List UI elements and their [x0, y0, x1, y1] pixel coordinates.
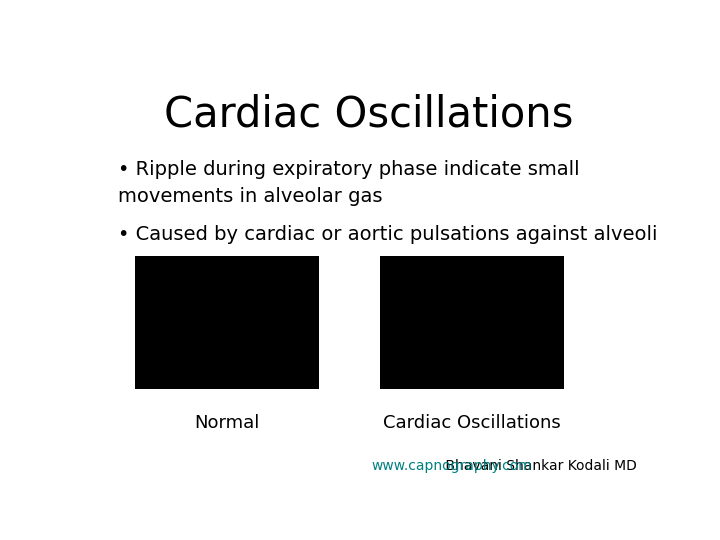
- FancyBboxPatch shape: [135, 256, 319, 389]
- Text: • Ripple during expiratory phase indicate small
movements in alveolar gas: • Ripple during expiratory phase indicat…: [118, 160, 580, 206]
- Text: • Caused by cardiac or aortic pulsations against alveoli: • Caused by cardiac or aortic pulsations…: [118, 225, 657, 244]
- Text: Bhavani Shankar Kodali MD: Bhavani Shankar Kodali MD: [441, 459, 637, 473]
- Text: Cardiac Oscillations: Cardiac Oscillations: [383, 414, 561, 432]
- Text: Cardiac Oscillations: Cardiac Oscillations: [164, 94, 574, 136]
- Text: Normal: Normal: [194, 414, 259, 432]
- FancyBboxPatch shape: [380, 256, 564, 389]
- Text: www.capnography.com: www.capnography.com: [372, 459, 532, 473]
